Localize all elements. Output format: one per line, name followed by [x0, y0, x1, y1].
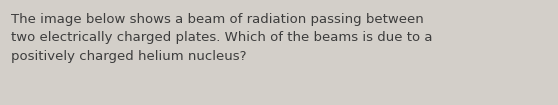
Text: The image below shows a beam of radiation passing between
two electrically charg: The image below shows a beam of radiatio… — [11, 13, 432, 63]
